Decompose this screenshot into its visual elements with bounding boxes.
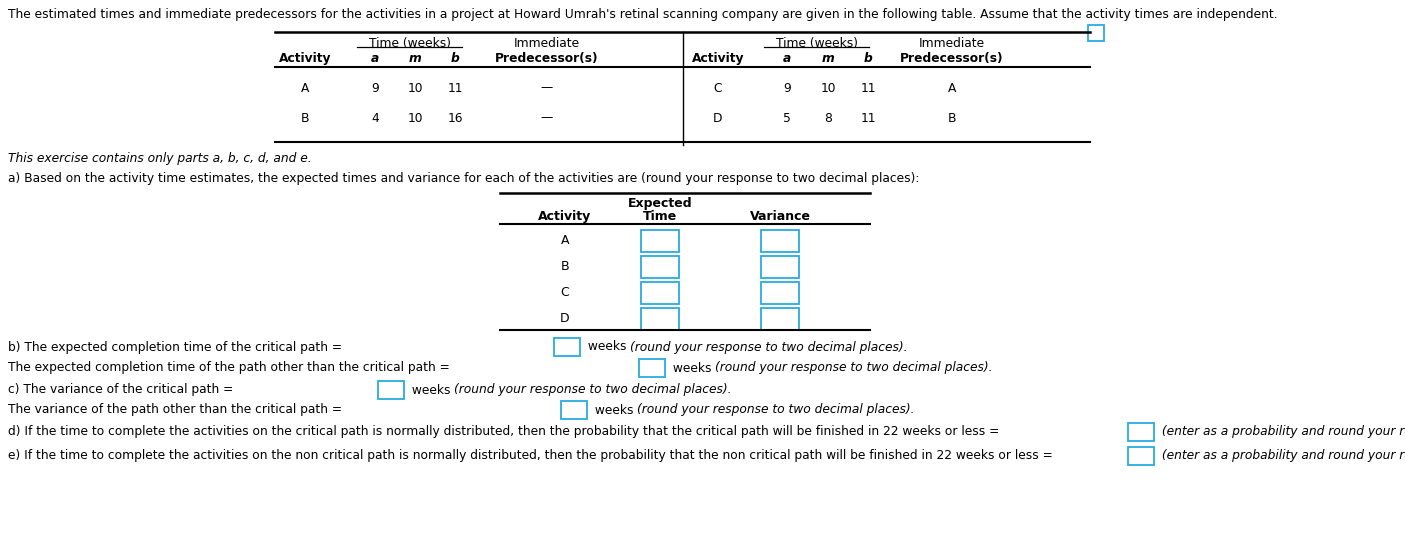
Text: —: — — [541, 81, 554, 94]
Text: 16: 16 — [447, 112, 462, 124]
Text: e) If the time to complete the activities on the non critical path is normally d: e) If the time to complete the activitie… — [8, 450, 1052, 463]
Text: 9: 9 — [371, 81, 379, 94]
Text: (round your response to two decimal places).: (round your response to two decimal plac… — [715, 362, 992, 374]
Text: 11: 11 — [447, 81, 462, 94]
Text: Variance: Variance — [749, 210, 811, 223]
Text: The estimated times and immediate predecessors for the activities in a project a: The estimated times and immediate predec… — [8, 8, 1277, 21]
Text: C: C — [561, 286, 569, 300]
Text: A: A — [561, 234, 569, 248]
Bar — [641, 230, 679, 252]
Text: Predecessor(s): Predecessor(s) — [495, 52, 599, 65]
Text: a: a — [371, 52, 379, 65]
Text: b: b — [451, 52, 459, 65]
Bar — [641, 282, 679, 304]
Bar — [762, 282, 799, 304]
Text: D: D — [561, 312, 570, 325]
Text: weeks: weeks — [592, 403, 638, 416]
Text: A: A — [948, 81, 957, 94]
Text: Time (weeks): Time (weeks) — [776, 37, 858, 50]
Text: C: C — [714, 81, 722, 94]
Text: 11: 11 — [860, 112, 875, 124]
Text: (round your response to two decimal places).: (round your response to two decimal plac… — [454, 383, 732, 397]
Bar — [639, 359, 665, 377]
Text: m: m — [822, 52, 835, 65]
Text: b) The expected completion time of the critical path =: b) The expected completion time of the c… — [8, 340, 341, 354]
Bar — [554, 338, 580, 356]
Text: m: m — [409, 52, 422, 65]
Text: weeks: weeks — [669, 362, 715, 374]
Text: Activity: Activity — [278, 52, 332, 65]
Text: 9: 9 — [783, 81, 791, 94]
Text: c) The variance of the critical path =: c) The variance of the critical path = — [8, 383, 233, 397]
Text: 11: 11 — [860, 81, 875, 94]
Bar — [641, 308, 679, 330]
Bar — [1087, 25, 1104, 41]
Text: Time: Time — [643, 210, 677, 223]
Text: 10: 10 — [821, 81, 836, 94]
Text: (enter as a probability and round your response to two decimal places).: (enter as a probability and round your r… — [1158, 426, 1405, 439]
Text: B: B — [561, 261, 569, 273]
Text: Immediate: Immediate — [919, 37, 985, 50]
Text: d) If the time to complete the activities on the critical path is normally distr: d) If the time to complete the activitie… — [8, 426, 999, 439]
Text: A: A — [301, 81, 309, 94]
Text: Immediate: Immediate — [514, 37, 580, 50]
Text: Activity: Activity — [538, 210, 592, 223]
Text: D: D — [714, 112, 722, 124]
Bar — [1128, 447, 1154, 465]
Bar — [762, 308, 799, 330]
Bar — [561, 401, 587, 419]
Text: The variance of the path other than the critical path =: The variance of the path other than the … — [8, 403, 341, 416]
Text: b: b — [864, 52, 873, 65]
Bar — [762, 230, 799, 252]
Text: (enter as a probability and round your response to two decimal places).: (enter as a probability and round your r… — [1158, 450, 1405, 463]
Text: The expected completion time of the path other than the critical path =: The expected completion time of the path… — [8, 362, 450, 374]
Text: B: B — [948, 112, 957, 124]
Text: Predecessor(s): Predecessor(s) — [901, 52, 1003, 65]
Text: 4: 4 — [371, 112, 379, 124]
Text: a: a — [783, 52, 791, 65]
Text: weeks: weeks — [407, 383, 454, 397]
Text: 5: 5 — [783, 112, 791, 124]
Text: a) Based on the activity time estimates, the expected times and variance for eac: a) Based on the activity time estimates,… — [8, 172, 919, 185]
Bar — [762, 256, 799, 278]
Text: Activity: Activity — [691, 52, 745, 65]
Text: B: B — [301, 112, 309, 124]
Bar — [378, 381, 405, 399]
Text: weeks: weeks — [584, 340, 631, 354]
Text: 8: 8 — [825, 112, 832, 124]
Text: Expected: Expected — [628, 197, 693, 210]
Text: (round your response to two decimal places).: (round your response to two decimal plac… — [629, 340, 908, 354]
Text: 10: 10 — [407, 81, 423, 94]
Bar — [1128, 423, 1154, 441]
Text: —: — — [541, 112, 554, 124]
Text: 10: 10 — [407, 112, 423, 124]
Bar — [641, 256, 679, 278]
Text: (round your response to two decimal places).: (round your response to two decimal plac… — [636, 403, 915, 416]
Text: This exercise contains only parts a, b, c, d, and e.: This exercise contains only parts a, b, … — [8, 152, 312, 165]
Text: Time (weeks): Time (weeks) — [370, 37, 451, 50]
